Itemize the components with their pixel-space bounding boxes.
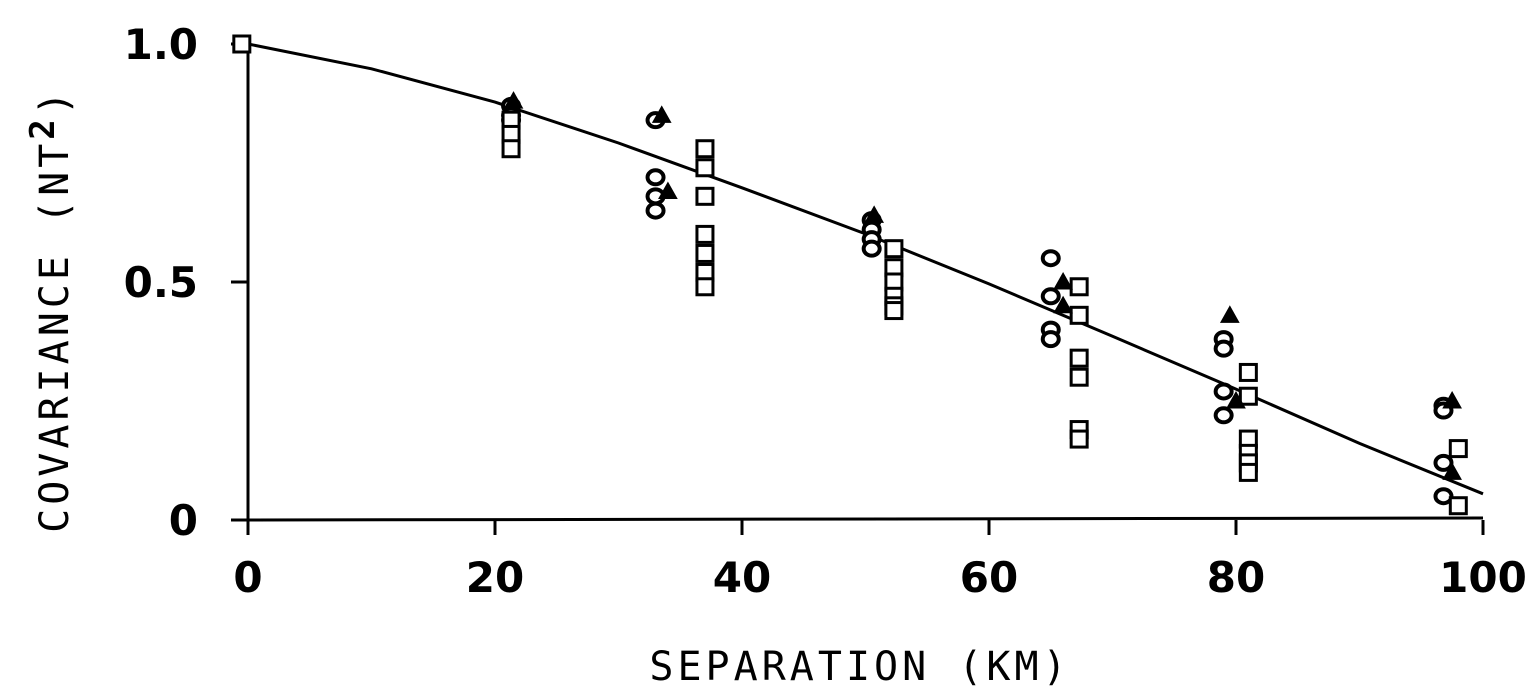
data-point-square bbox=[1238, 386, 1258, 406]
data-point-circle bbox=[645, 201, 666, 220]
x-tick-label: 20 bbox=[466, 553, 524, 602]
data-point-square bbox=[695, 139, 715, 159]
data-point-triangle bbox=[1226, 390, 1246, 409]
data-point-circle bbox=[1040, 287, 1061, 306]
data-point-square bbox=[884, 239, 904, 259]
data-point-square bbox=[1069, 367, 1089, 387]
y-axis-title-close: ) bbox=[32, 87, 78, 115]
axes: 0 20 40 60 80 100 0 0.5 1.0 bbox=[124, 20, 1527, 602]
data-point-triangle bbox=[658, 181, 678, 200]
y-tick-label: 1.0 bbox=[124, 20, 198, 69]
data-point-circle bbox=[1213, 339, 1234, 358]
data-point-triangle bbox=[1053, 271, 1073, 290]
data-point-square bbox=[884, 301, 904, 321]
data-point-square bbox=[695, 186, 715, 206]
data-point-square bbox=[1069, 305, 1089, 325]
axis-labels: SEPARATION (KM) COVARIANCE (NT2) bbox=[23, 87, 1070, 690]
data-points-layer bbox=[232, 34, 1468, 516]
x-tick-label: 40 bbox=[713, 553, 771, 602]
data-point-square bbox=[1069, 429, 1089, 449]
data-point-square bbox=[1448, 496, 1468, 516]
data-point-circle bbox=[645, 168, 666, 187]
x-tick-label: 100 bbox=[1439, 553, 1527, 602]
data-point-square bbox=[695, 277, 715, 297]
y-axis-title: COVARIANCE (NT2) bbox=[23, 87, 78, 533]
data-point-square bbox=[695, 224, 715, 244]
data-point-triangle bbox=[651, 105, 672, 123]
data-point-circle bbox=[1433, 453, 1454, 472]
data-point-square bbox=[501, 139, 521, 159]
data-point-square bbox=[1069, 348, 1089, 368]
data-point-circle bbox=[861, 239, 882, 258]
y-tick-label: 0.5 bbox=[124, 258, 198, 307]
data-point-circle bbox=[1213, 406, 1234, 425]
data-point-square bbox=[1448, 439, 1468, 459]
data-point-triangle bbox=[503, 91, 524, 109]
x-tick-label: 80 bbox=[1207, 553, 1265, 602]
data-point-square bbox=[695, 243, 715, 263]
data-point-triangle bbox=[1219, 305, 1240, 323]
data-point-square bbox=[695, 158, 715, 178]
data-point-triangle bbox=[1053, 295, 1073, 314]
data-point-square bbox=[1238, 362, 1258, 382]
x-axis-line bbox=[245, 516, 1484, 522]
data-point-circle bbox=[1040, 249, 1061, 268]
data-point-square bbox=[232, 34, 252, 54]
x-tick-label: 60 bbox=[960, 553, 1018, 602]
y-tick-label: 0 bbox=[169, 496, 198, 545]
y-axis-title-text: COVARIANCE (NT bbox=[32, 140, 78, 533]
data-point-circle bbox=[1213, 382, 1234, 401]
data-point-triangle bbox=[1442, 390, 1462, 409]
data-point-circle bbox=[1040, 330, 1061, 349]
fit-curve-layer bbox=[247, 42, 1484, 496]
fit-curve bbox=[247, 42, 1484, 496]
data-point-circle bbox=[1433, 487, 1454, 506]
data-point-triangle bbox=[1442, 462, 1462, 480]
data-point-square bbox=[1069, 277, 1089, 297]
x-axis-title: SEPARATION (KM) bbox=[649, 644, 1070, 690]
x-tick-label: 0 bbox=[233, 553, 262, 602]
y-axis-title-superscript: 2 bbox=[23, 115, 63, 139]
data-point-square bbox=[1238, 462, 1258, 482]
data-point-triangle bbox=[864, 205, 884, 223]
